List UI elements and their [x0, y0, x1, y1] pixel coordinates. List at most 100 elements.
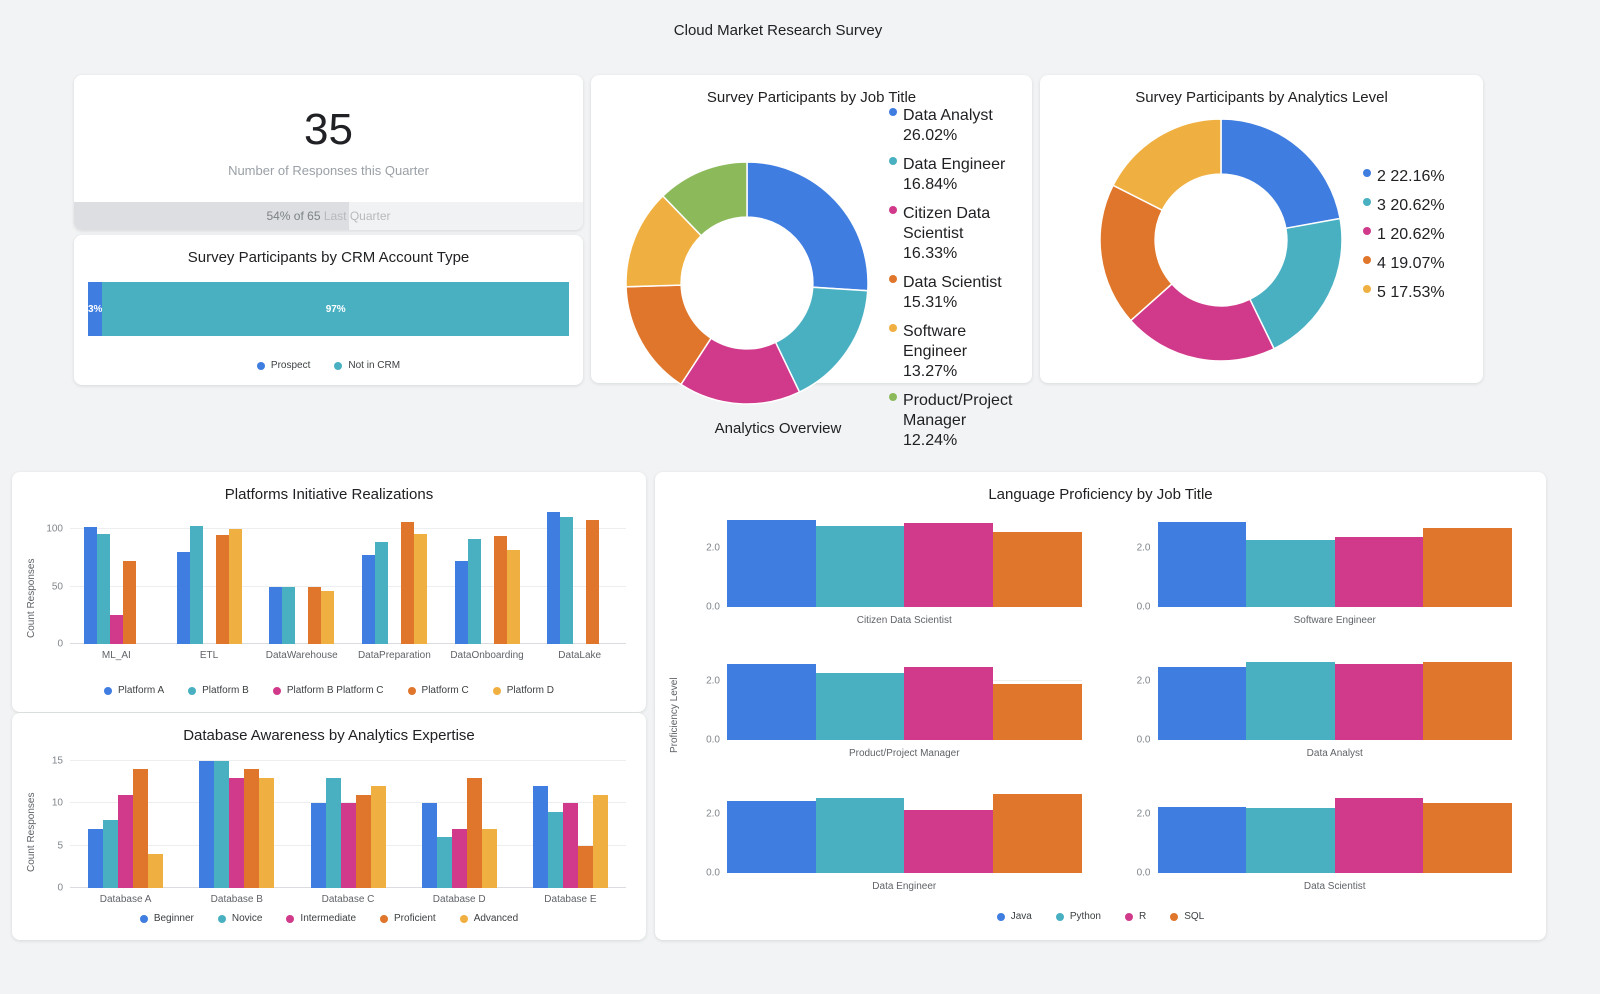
bar-dataonboarding-platform-b[interactable]: [467, 538, 481, 644]
bar-database-e-beginner[interactable]: [532, 786, 548, 888]
legend-label: Not in CRM: [348, 360, 401, 371]
bar-ml-ai-platform-c[interactable]: [122, 561, 136, 644]
legend-color-dot: [459, 914, 468, 923]
crm-account-type-card: Survey Participants by CRM Account Type …: [74, 235, 583, 385]
bar-ml-ai-platform-b-platform-c[interactable]: [109, 615, 123, 644]
bar-data-analyst-sql[interactable]: [1423, 662, 1512, 740]
bar-value-label: 97%: [325, 303, 346, 315]
bar-datapreparation-platform-d[interactable]: [413, 533, 427, 644]
bar-database-b-beginner[interactable]: [199, 760, 215, 888]
bar-data-scientist-python[interactable]: [1246, 808, 1335, 873]
y-axis-title: Count Responses: [26, 792, 37, 873]
bar-product-project-manager-java[interactable]: [727, 663, 816, 740]
gridline: [70, 802, 626, 803]
bar-dataonboarding-platform-a[interactable]: [454, 561, 468, 644]
bar-citizen-data-scientist-java[interactable]: [727, 520, 816, 607]
bar-data-analyst-python[interactable]: [1246, 662, 1335, 740]
bar-datalake-platform-c[interactable]: [586, 520, 600, 644]
bar-database-d-beginner[interactable]: [421, 803, 437, 888]
legend-item-not-in-crm: Not in CRM: [334, 360, 400, 371]
bar-database-e-intermediate[interactable]: [562, 803, 578, 888]
bar-segment-prospect[interactable]: 3%: [88, 282, 102, 336]
bar-database-d-intermediate[interactable]: [451, 828, 467, 888]
bar-database-e-novice[interactable]: [547, 811, 563, 888]
bar-datalake-platform-a[interactable]: [547, 512, 561, 644]
bar-database-a-advanced[interactable]: [148, 854, 164, 888]
subplot-product-project-manager: 0.0 2.0 Product/Project Manager: [693, 652, 1082, 759]
bar-etl-platform-d[interactable]: [228, 529, 242, 644]
bar-data-engineer-python[interactable]: [815, 798, 905, 873]
bar-database-b-proficient[interactable]: [244, 769, 260, 888]
bar-database-e-advanced[interactable]: [592, 794, 608, 888]
bar-datalake-platform-b[interactable]: [560, 516, 574, 644]
bar-product-project-manager-python[interactable]: [815, 672, 905, 740]
donut-slice-2[interactable]: [1220, 117, 1341, 229]
bar-datawarehouse-platform-d[interactable]: [321, 591, 335, 644]
bar-database-c-novice[interactable]: [325, 777, 341, 888]
bar-database-a-beginner[interactable]: [88, 828, 104, 888]
bar-etl-platform-b[interactable]: [189, 525, 203, 644]
bar-citizen-data-scientist-python[interactable]: [815, 526, 905, 607]
bar-dataonboarding-platform-d[interactable]: [506, 549, 520, 644]
bar-group-database-b: [181, 752, 292, 888]
bar-datawarehouse-platform-b[interactable]: [282, 586, 296, 644]
bar-database-a-novice[interactable]: [103, 820, 119, 888]
bar-data-analyst-r[interactable]: [1334, 663, 1424, 740]
bar-product-project-manager-r[interactable]: [904, 666, 993, 740]
bar-database-d-proficient[interactable]: [466, 777, 482, 888]
bar-software-engineer-java[interactable]: [1157, 521, 1247, 607]
bar-software-engineer-sql[interactable]: [1423, 527, 1512, 607]
bar-database-b-intermediate[interactable]: [229, 777, 245, 888]
bar-database-c-intermediate[interactable]: [340, 803, 356, 888]
donut-slice-5[interactable]: [1112, 117, 1222, 211]
bar-database-d-novice[interactable]: [436, 837, 452, 888]
bar-software-engineer-python[interactable]: [1246, 539, 1335, 607]
donut-slice-data-analyst[interactable]: [746, 161, 869, 292]
bar-database-a-intermediate[interactable]: [118, 794, 134, 888]
legend-color-dot: [1363, 198, 1371, 206]
bar-data-scientist-java[interactable]: [1157, 807, 1247, 873]
legend-label: 4 19.07%: [1377, 255, 1445, 272]
subplot-data-engineer: 0.0 2.0 Data Engineer: [693, 785, 1082, 892]
bar-software-engineer-r[interactable]: [1334, 536, 1424, 607]
bar-database-b-novice[interactable]: [214, 760, 230, 888]
bar-database-c-proficient[interactable]: [355, 794, 371, 888]
bar-ml-ai-platform-a[interactable]: [83, 527, 97, 644]
bar-product-project-manager-sql[interactable]: [992, 684, 1082, 740]
bar-data-engineer-r[interactable]: [904, 809, 993, 873]
legend-label: Beginner: [153, 913, 194, 924]
bar-dataonboarding-platform-c[interactable]: [493, 536, 507, 644]
bar-database-c-beginner[interactable]: [310, 803, 326, 888]
x-category-label: Database A: [99, 894, 152, 905]
bar-datawarehouse-platform-c[interactable]: [308, 586, 322, 644]
y-tick-label: 10: [51, 797, 63, 809]
bar-etl-platform-a[interactable]: [176, 552, 190, 644]
bar-citizen-data-scientist-sql[interactable]: [992, 532, 1082, 607]
bar-data-scientist-sql[interactable]: [1423, 802, 1512, 873]
bar-data-engineer-java[interactable]: [727, 801, 816, 873]
x-category-label: ML_AI: [101, 650, 131, 661]
donut-slice-product-project-manager[interactable]: [661, 161, 748, 237]
bar-data-engineer-sql[interactable]: [992, 793, 1082, 873]
donut-slice-3[interactable]: [1248, 217, 1343, 350]
bar-data-scientist-r[interactable]: [1334, 798, 1424, 873]
bar-database-d-advanced[interactable]: [481, 828, 497, 888]
legend-label: R: [1139, 911, 1147, 922]
bar-ml-ai-platform-b[interactable]: [96, 533, 110, 644]
bar-database-b-advanced[interactable]: [259, 777, 275, 888]
legend-label: Novice: [231, 913, 263, 924]
donut-slice-1[interactable]: [1129, 282, 1276, 362]
bar-segment-not-in-crm[interactable]: 97%: [102, 282, 569, 336]
bar-datapreparation-platform-b[interactable]: [374, 541, 388, 644]
bar-citizen-data-scientist-r[interactable]: [904, 523, 993, 607]
bar-datapreparation-platform-c[interactable]: [400, 522, 414, 644]
bar-database-a-proficient[interactable]: [133, 769, 149, 888]
bar-database-c-advanced[interactable]: [370, 786, 386, 888]
bar-data-analyst-java[interactable]: [1157, 666, 1247, 740]
bar-etl-platform-c[interactable]: [215, 535, 229, 644]
bar-database-e-proficient[interactable]: [577, 845, 593, 888]
legend-color-dot: [286, 914, 295, 923]
bar-datapreparation-platform-a[interactable]: [361, 554, 375, 644]
y-tick-label: 15: [51, 755, 63, 766]
bar-datawarehouse-platform-a[interactable]: [269, 586, 283, 644]
